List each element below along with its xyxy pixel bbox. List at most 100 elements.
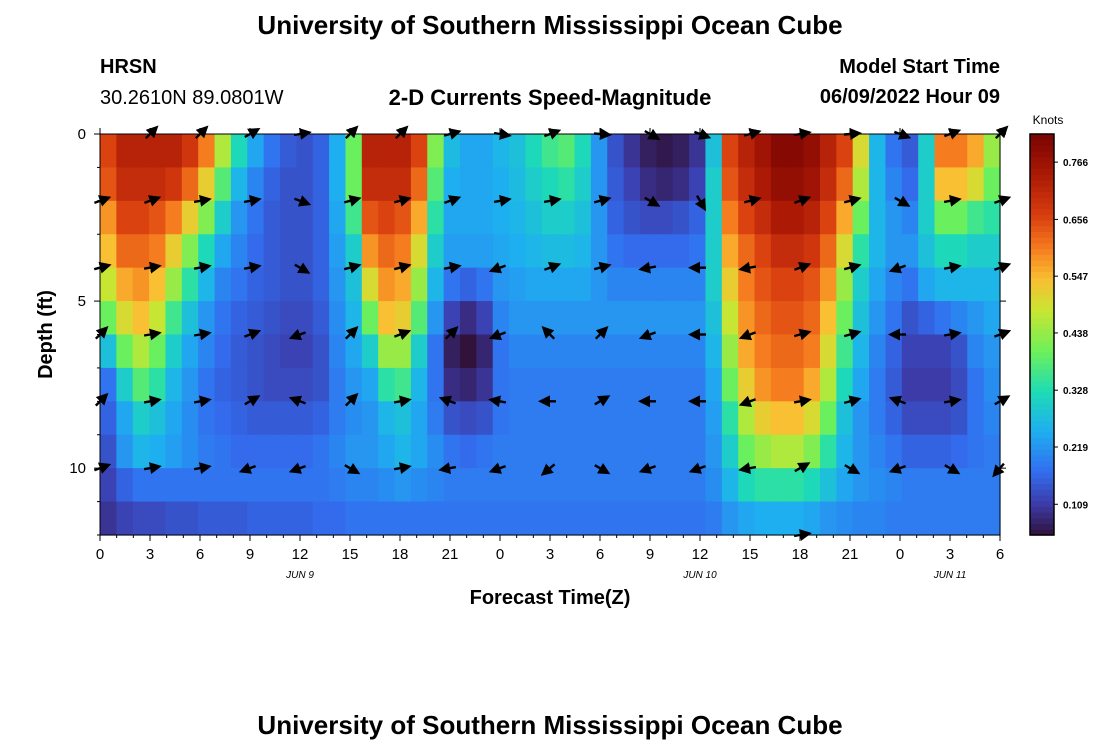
colorbar-segment [1030, 254, 1054, 261]
heatmap-cell [738, 434, 756, 469]
heatmap-cell [885, 267, 903, 302]
heatmap-cell [787, 468, 805, 503]
heatmap-cell [132, 167, 150, 202]
heatmap-cell [820, 267, 837, 302]
colorbar-segment [1030, 431, 1054, 439]
heatmap-cell [394, 301, 412, 336]
heatmap-cell [247, 468, 265, 503]
heatmap-cell [983, 134, 1001, 169]
heatmap-cell [427, 234, 445, 269]
heatmap-cell [329, 501, 347, 536]
heatmap-cell [410, 401, 428, 436]
heatmap-cell [836, 267, 854, 302]
heatmap-cell [460, 434, 477, 469]
heatmap-cell [247, 200, 265, 235]
heatmap-cell [280, 167, 297, 202]
colorbar-tick-label: 0.219 [1063, 443, 1088, 454]
heatmap-cell [100, 468, 117, 503]
heatmap-cell [263, 501, 281, 536]
heatmap-cell [705, 301, 723, 336]
heatmap-cell [820, 234, 837, 269]
colorbar-segment [1030, 408, 1054, 416]
heatmap-cell [427, 501, 445, 536]
heatmap-cell [787, 401, 805, 436]
current-vector-arrow [393, 462, 412, 475]
speed-heatmap-chart: 0 3 6 9 12 15 18 21 0 3 6 9 12 15 18 21 0 3 6 JUN 9 JUN 10 JU… [35, 113, 1088, 609]
heatmap-cell [623, 501, 641, 536]
heatmap-cell [230, 267, 248, 302]
heatmap-cell [329, 367, 347, 402]
heatmap-cell [770, 468, 788, 503]
heatmap-cell [967, 501, 985, 536]
heatmap-cell [443, 167, 461, 202]
colorbar-segment [1030, 202, 1054, 210]
heatmap-cell [509, 234, 527, 269]
heatmap-cell [116, 401, 134, 436]
heatmap-cell [950, 234, 968, 269]
heatmap-cell [296, 334, 314, 369]
heatmap-cell [623, 267, 641, 302]
heatmap-cell [541, 200, 559, 235]
heatmap-cell [770, 434, 788, 469]
heatmap-cell [918, 501, 936, 536]
heatmap-cell [165, 200, 183, 235]
heatmap-cell [525, 501, 543, 536]
heatmap-cell [361, 334, 379, 369]
heatmap-cell [705, 234, 723, 269]
heatmap-cell [492, 167, 510, 202]
heatmap-cell [345, 301, 363, 336]
heatmap-cell [149, 267, 167, 302]
heatmap-cell [869, 167, 887, 202]
heatmap-cell [378, 468, 396, 503]
current-vector-arrow [888, 462, 907, 474]
heatmap-cell [329, 401, 347, 436]
heatmap-cell [476, 434, 494, 469]
heatmap-cell [492, 401, 510, 436]
heatmap-cell [836, 234, 854, 269]
heatmap-cell [901, 401, 919, 436]
heatmap-cell [901, 301, 919, 336]
heatmap-cell [770, 501, 788, 536]
heatmap-cell [476, 468, 494, 503]
heatmap-cell [116, 234, 134, 269]
heatmap-cell [885, 367, 903, 402]
y-tick-label: 0 [78, 126, 86, 143]
heatmap-cell [345, 267, 363, 302]
heatmap-cell [427, 334, 445, 369]
colorbar-segment [1030, 529, 1054, 536]
heatmap-cell [181, 134, 199, 169]
heatmap-cell [247, 167, 265, 202]
heatmap-cell [116, 267, 134, 302]
heatmap-cell [656, 134, 674, 169]
colorbar-segment [1030, 277, 1054, 284]
heatmap-cell [738, 301, 756, 336]
colorbar-segment [1030, 426, 1054, 433]
current-vector-arrow [288, 328, 307, 341]
heatmap-cell [901, 134, 919, 169]
heatmap-cell [590, 167, 608, 202]
heatmap-cell [296, 401, 314, 436]
heatmap-cell [443, 134, 461, 169]
heatmap-cell [836, 401, 854, 436]
heatmap-cell [721, 468, 739, 503]
heatmap-cell [607, 234, 625, 269]
heatmap-cell [983, 167, 1001, 202]
heatmap-cell [165, 134, 183, 169]
heatmap-cell [149, 334, 167, 369]
heatmap-cell [263, 401, 281, 436]
heatmap-cell [852, 367, 870, 402]
heatmap-cell [820, 434, 837, 469]
heatmap-cell [100, 334, 117, 369]
heatmap-cell [165, 434, 183, 469]
heatmap-cell [787, 200, 805, 235]
x-tick-label: 18 [392, 546, 409, 563]
heatmap-cell [983, 468, 1001, 503]
x-tick-label: 0 [496, 546, 504, 563]
heatmap-cell [247, 134, 265, 169]
heatmap-cell [590, 501, 608, 536]
heatmap-cell [623, 434, 641, 469]
heatmap-cell [410, 134, 428, 169]
heatmap-cell [149, 234, 167, 269]
heatmap-cell [689, 234, 707, 269]
colorbar-segment [1030, 156, 1054, 164]
